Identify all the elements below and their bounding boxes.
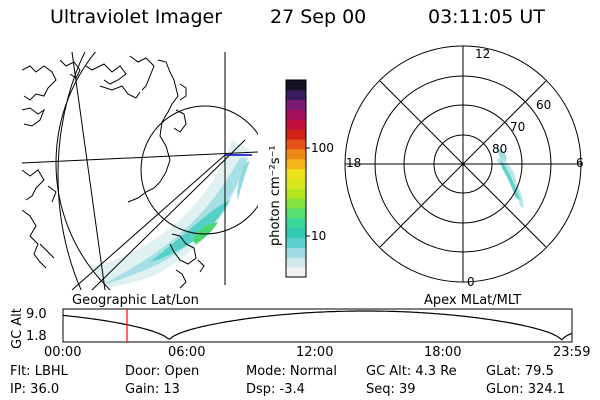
time-tick-3: 18:00 [424, 345, 462, 360]
status-glat: GLat: 79.5 [486, 364, 554, 379]
geographic-map [22, 52, 258, 290]
colorbar-frame [285, 79, 307, 278]
status-ip: IP: 36.0 [10, 382, 60, 397]
colorbar-unit-label: photon cm⁻²s⁻¹ [268, 145, 283, 246]
status-gain: Gain: 13 [125, 382, 180, 397]
status-mode: Mode: Normal [246, 364, 337, 379]
colorbar-tick-10: 10 [311, 229, 327, 243]
colorbar-swatch [286, 99, 306, 111]
polar-plot [344, 45, 582, 283]
geographic-caption: Geographic Lat/Lon [72, 293, 199, 308]
colorbar-swatch [286, 267, 306, 278]
status-flt: Flt: LBHL [10, 364, 68, 379]
colorbar [285, 79, 310, 278]
colorbar-swatch [286, 227, 306, 239]
lat-70-label: 70 [510, 120, 526, 134]
mlt-0-label: 0 [467, 275, 475, 289]
colorbar-swatch [286, 148, 306, 160]
mlt-12-label: 12 [475, 47, 491, 61]
colorbar-swatch [286, 208, 306, 219]
lat-60-label: 60 [536, 98, 552, 112]
colorbar-swatch [286, 188, 306, 199]
colorbar-swatch [286, 247, 306, 258]
colorbar-swatch [286, 217, 306, 229]
status-glon: GLon: 324.1 [486, 382, 566, 397]
altitude-curve [62, 310, 573, 341]
colorbar-swatch [286, 257, 306, 268]
altitude-ylabel: GC Alt [10, 308, 25, 349]
status-seq: Seq: 39 [366, 382, 416, 397]
lat-80-label: 80 [492, 142, 508, 156]
time-tick-0: 00:00 [44, 345, 82, 360]
time-tick-2: 12:00 [296, 345, 334, 360]
colorbar-swatch [286, 89, 306, 101]
colorbar-swatch [286, 109, 306, 120]
status-dsp: Dsp: -3.4 [246, 382, 305, 397]
status-door: Door: Open [125, 364, 200, 379]
colorbar-swatch [286, 178, 306, 189]
colorbar-swatch [286, 80, 306, 91]
altitude-plot [62, 308, 573, 343]
status-gc-alt: GC Alt: 4.3 Re [366, 364, 457, 379]
mlt-18-label: 18 [346, 156, 362, 170]
colorbar-swatch [286, 198, 306, 209]
colorbar-swatch [286, 168, 306, 179]
time-tick-4: 23:59 [553, 345, 591, 360]
colorbar-tick-100: 100 [311, 141, 334, 155]
colorbar-swatch [286, 139, 306, 150]
time-label: 03:11:05 UT [428, 6, 545, 28]
mlt-6-label: 6 [576, 156, 584, 170]
apex-caption: Apex MLat/MLT [424, 293, 522, 308]
altitude-ytick-top: 9.0 [26, 307, 47, 322]
colorbar-swatch [286, 237, 306, 248]
time-tick-1: 06:00 [168, 345, 206, 360]
date-label: 27 Sep 00 [270, 6, 367, 28]
instrument-title: Ultraviolet Imager [50, 6, 223, 28]
coastlines [22, 55, 205, 289]
colorbar-swatch [286, 119, 306, 130]
altitude-ytick-bottom: 1.8 [26, 329, 47, 344]
colorbar-swatch [286, 158, 306, 170]
colorbar-swatch [286, 129, 306, 140]
